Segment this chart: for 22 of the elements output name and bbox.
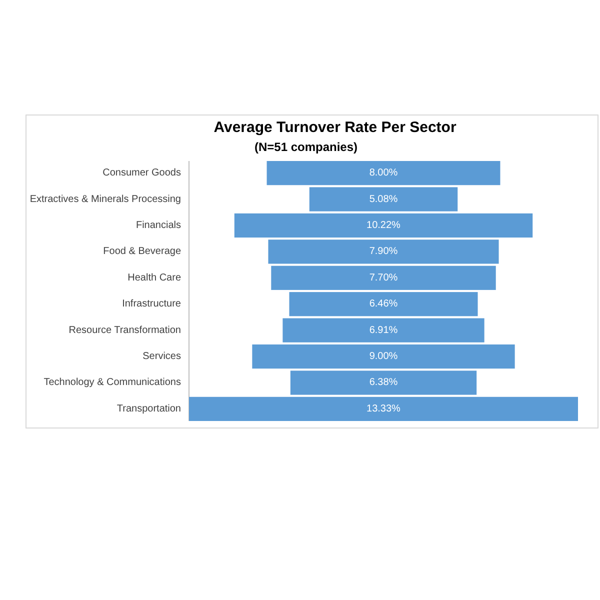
- data-label: 13.33%: [366, 403, 401, 414]
- category-label: Financials: [136, 220, 181, 231]
- category-label: Health Care: [128, 272, 182, 284]
- category-label: Food & Beverage: [103, 246, 182, 258]
- data-label: 6.46%: [369, 298, 398, 310]
- data-label: 8.00%: [369, 168, 398, 179]
- data-label: 7.90%: [369, 246, 398, 258]
- category-label: Transportation: [116, 403, 181, 414]
- category-label: Services: [142, 351, 181, 362]
- category-label: Extractives & Minerals Processing: [30, 194, 181, 205]
- category-label: Resource Transformation: [68, 324, 181, 336]
- data-label: 6.38%: [369, 377, 398, 388]
- data-label: 6.91%: [369, 324, 398, 336]
- data-label: 9.00%: [369, 351, 398, 362]
- data-label: 10.22%: [366, 220, 401, 231]
- category-label: Infrastructure: [122, 298, 182, 310]
- text: (N=51 companies): [254, 140, 358, 154]
- data-label: 7.70%: [369, 272, 398, 284]
- category-label: Consumer Goods: [102, 168, 181, 179]
- data-label: 5.08%: [369, 194, 398, 205]
- category-label: Technology & Communications: [44, 377, 181, 388]
- text: Average Turnover Rate Per Sector: [214, 119, 456, 136]
